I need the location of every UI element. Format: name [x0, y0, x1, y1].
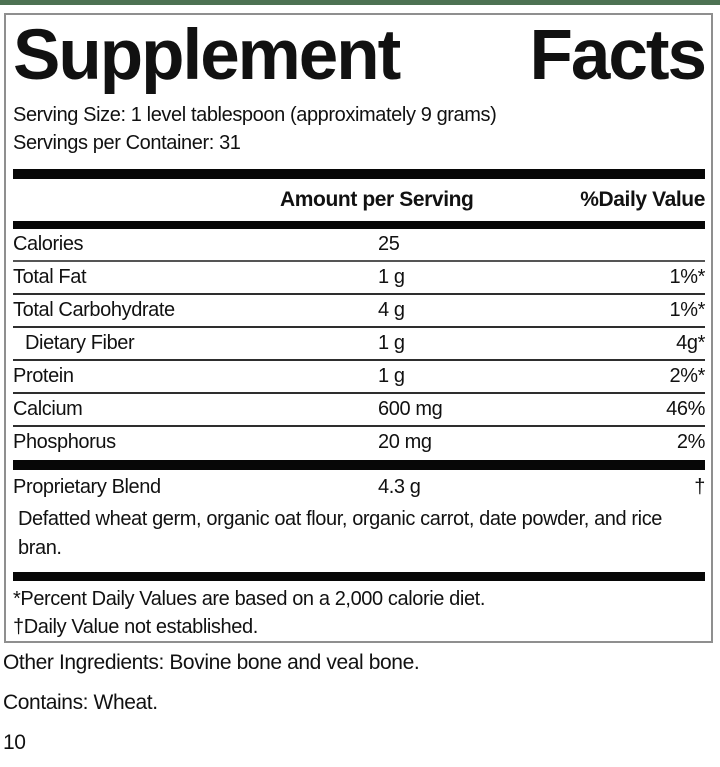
separator-bar-proprietary — [13, 460, 705, 470]
nutrient-dv: 2%* — [669, 365, 706, 387]
proprietary-blend-amount: 4.3 g — [378, 476, 421, 498]
nutrient-name: Total Fat — [13, 266, 87, 288]
title-word-facts: Facts — [529, 16, 707, 95]
nutrient-name: Protein — [13, 365, 74, 387]
nutrient-amount: 4 g — [378, 299, 405, 321]
supplement-facts-panel: Supplement Facts Serving Size: 1 level t… — [4, 13, 713, 643]
nutrient-dv: 1%* — [669, 266, 706, 288]
nutrient-amount: 25 — [378, 233, 400, 255]
nutrient-dv: 46% — [666, 398, 705, 420]
proprietary-blend-description: Defatted wheat germ, organic oat flour, … — [18, 508, 663, 559]
table-row: Phosphorus 20 mg 2% — [13, 427, 705, 460]
top-accent-strip — [0, 0, 720, 5]
table-row: Calcium 600 mg 46% — [13, 394, 705, 427]
separator-bar-footnotes — [13, 572, 705, 581]
footnotes: *Percent Daily Values are based on a 2,0… — [13, 581, 705, 641]
below-panel-info: Other Ingredients: Bovine bone and veal … — [3, 651, 420, 755]
nutrient-amount: 600 mg — [378, 398, 443, 420]
daily-value-header: %Daily Value — [580, 188, 705, 211]
nutrient-name: Dietary Fiber — [25, 332, 135, 354]
separator-bar-top — [13, 169, 705, 179]
table-row: Total Fat 1 g 1%* — [13, 262, 705, 295]
nutrient-dv: 2% — [676, 431, 706, 453]
serving-size-text: Serving Size: 1 level tablespoon (approx… — [13, 104, 497, 126]
title-word-supplement: Supplement — [13, 16, 401, 95]
nutrient-name: Calcium — [13, 398, 83, 420]
proprietary-blend-row: Proprietary Blend 4.3 g † — [13, 470, 705, 505]
page-number: 10 — [3, 731, 26, 754]
other-ingredients-text: Other Ingredients: Bovine bone and veal … — [3, 651, 420, 674]
nutrient-amount: 1 g — [378, 332, 405, 354]
table-row: Total Carbohydrate 4 g 1%* — [13, 295, 705, 328]
proprietary-blend-dagger: † — [694, 476, 705, 498]
nutrient-name: Calories — [13, 233, 84, 255]
table-row: Calories 25 — [13, 229, 705, 262]
table-row: Protein 1 g 2%* — [13, 361, 705, 394]
nutrient-amount: 1 g — [378, 266, 405, 288]
footnote-not-established: †Daily Value not established. — [13, 616, 258, 638]
nutrient-amount: 20 mg — [378, 431, 432, 453]
proprietary-blend-name: Proprietary Blend — [13, 476, 161, 498]
nutrient-dv: 1%* — [669, 299, 706, 321]
footnote-percent-daily: *Percent Daily Values are based on a 2,0… — [13, 588, 485, 610]
table-header-row: Amount per Serving %Daily Value — [13, 179, 705, 221]
panel-title: Supplement Facts — [13, 16, 707, 95]
nutrient-dv: 4g* — [676, 332, 705, 354]
table-row: Dietary Fiber 1 g 4g* — [13, 328, 705, 361]
contains-text: Contains: Wheat. — [3, 691, 158, 714]
separator-bar-header — [13, 221, 705, 229]
serving-info: Serving Size: 1 level tablespoon (approx… — [13, 101, 705, 157]
amount-per-serving-header: Amount per Serving — [280, 188, 474, 211]
nutrient-amount: 1 g — [378, 365, 405, 387]
nutrient-name: Phosphorus — [13, 431, 116, 453]
servings-per-container-text: Servings per Container: 31 — [13, 132, 241, 154]
nutrient-name: Total Carbohydrate — [13, 299, 175, 321]
